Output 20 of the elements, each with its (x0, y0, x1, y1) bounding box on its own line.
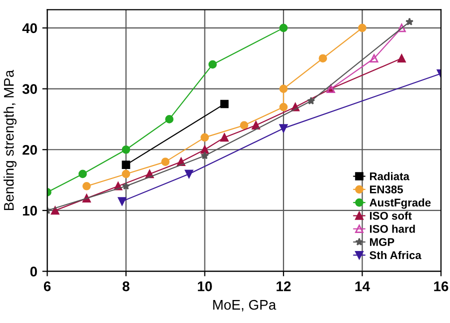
y-tick-label: 30 (22, 84, 37, 94)
legend-label: Radiata (370, 172, 410, 180)
legend-label: ISO soft (370, 212, 412, 220)
x-tick-label: 14 (355, 282, 370, 292)
x-tick-label: 6 (44, 281, 51, 292)
x-tick-label: 12 (276, 281, 291, 292)
y-axis-title: Bending strength, MPa (4, 70, 17, 210)
y-tick-label: 20 (22, 144, 37, 155)
x-axis-title: MoE, GPa (213, 300, 276, 312)
x-tick-label: 16 (434, 281, 448, 292)
legend-label: MGP (370, 238, 394, 246)
legend-label: EN385 (370, 186, 403, 194)
x-tick-label: 10 (198, 281, 212, 292)
y-tick-label: 0 (30, 266, 37, 276)
legend-label: Sth Africa (370, 250, 422, 260)
y-tick-label: 40 (22, 23, 37, 34)
x-tick-label: 8 (122, 281, 130, 292)
legend-label: AustFgrade (370, 198, 431, 209)
y-tick-label: 10 (22, 206, 37, 216)
legend-label: ISO hard (370, 224, 415, 233)
